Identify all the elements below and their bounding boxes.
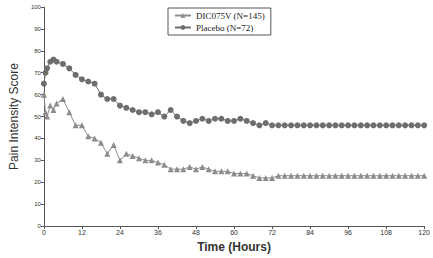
- svg-text:Time (Hours): Time (Hours): [197, 240, 271, 254]
- svg-text:60: 60: [230, 229, 238, 236]
- svg-text:48: 48: [192, 229, 200, 236]
- svg-text:70: 70: [34, 70, 41, 76]
- svg-text:36: 36: [154, 229, 162, 236]
- svg-text:90: 90: [34, 26, 41, 32]
- svg-text:40: 40: [34, 135, 41, 141]
- svg-text:84: 84: [306, 229, 314, 236]
- svg-text:10: 10: [34, 201, 41, 207]
- svg-text:12: 12: [78, 229, 86, 236]
- svg-text:80: 80: [34, 48, 41, 54]
- svg-text:60: 60: [34, 92, 41, 98]
- svg-text:Pain Intensity Score: Pain Intensity Score: [7, 63, 21, 170]
- svg-text:DIC075V (N=145): DIC075V (N=145): [196, 11, 265, 21]
- svg-text:24: 24: [116, 229, 124, 236]
- svg-text:0: 0: [38, 223, 42, 229]
- svg-text:30: 30: [34, 157, 41, 163]
- svg-text:0: 0: [42, 229, 46, 236]
- svg-text:50: 50: [34, 114, 41, 120]
- svg-text:Placebo (N=72): Placebo (N=72): [196, 23, 253, 33]
- svg-text:72: 72: [268, 229, 276, 236]
- svg-text:120: 120: [418, 229, 430, 236]
- svg-text:96: 96: [344, 229, 352, 236]
- svg-text:108: 108: [380, 229, 392, 236]
- svg-text:100: 100: [31, 4, 42, 10]
- svg-text:20: 20: [34, 179, 41, 185]
